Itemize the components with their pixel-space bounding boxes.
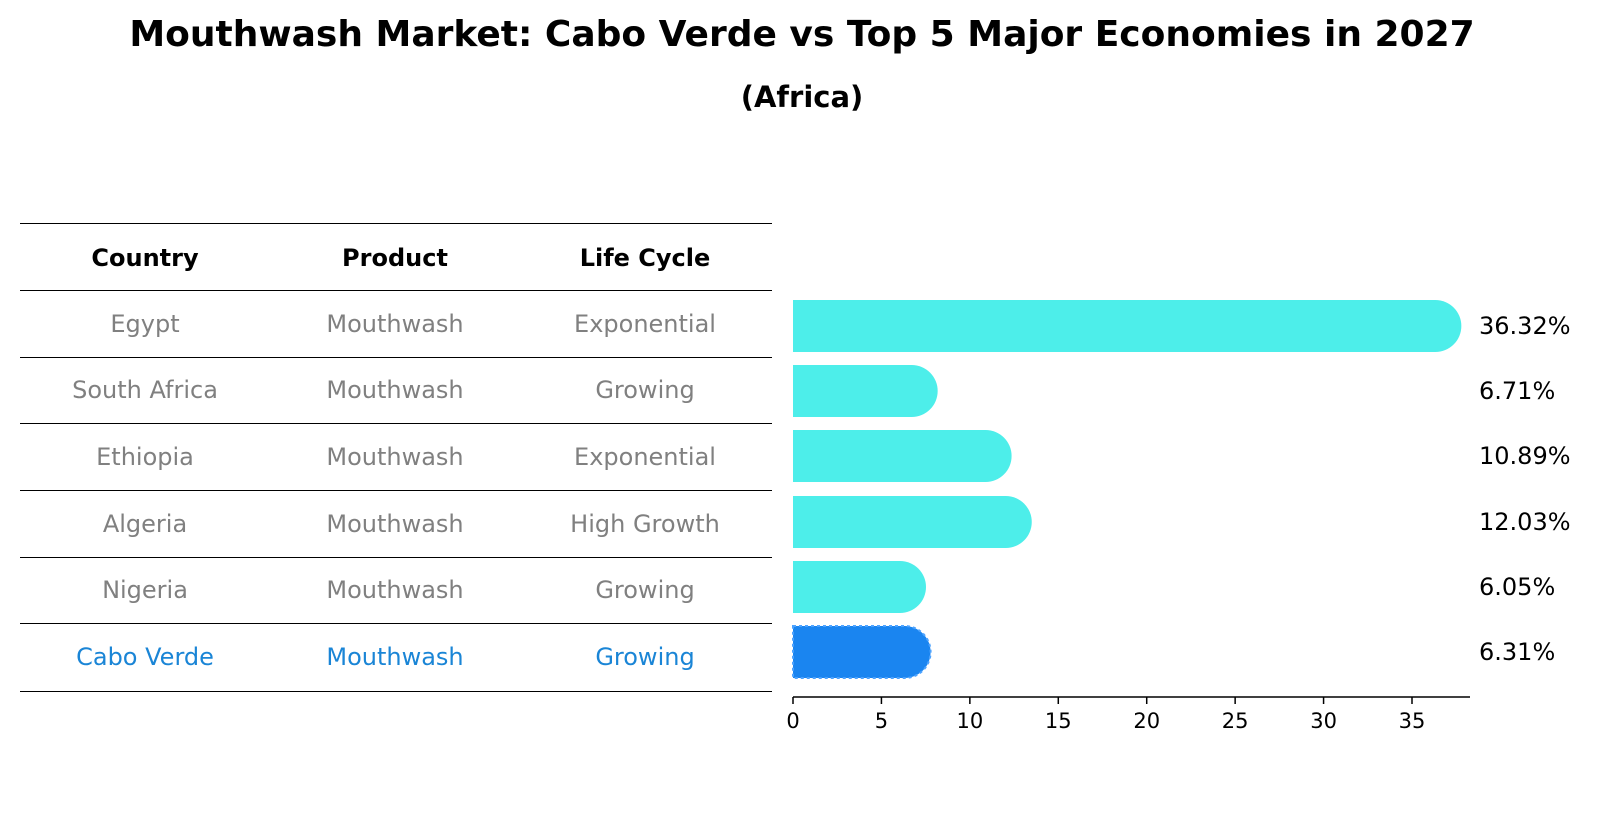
table-cell: Mouthwash [326,510,464,538]
value-label: 6.31% [1479,638,1555,666]
table-cell: Cabo Verde [76,643,214,671]
bar-highlight-outline [792,625,932,679]
bar-highlighted [793,626,931,678]
table-header-cell: Country [91,244,199,272]
table-divider [20,490,772,491]
x-tick-label: 15 [1045,709,1072,733]
table-cell: Mouthwash [326,576,464,604]
table-cell: Nigeria [102,576,188,604]
table-divider [20,691,772,692]
table-cell: Egypt [110,310,180,338]
x-tick-label: 5 [875,709,888,733]
table-cell: Algeria [102,510,188,538]
x-tick-label: 20 [1133,709,1160,733]
x-tick-label: 25 [1222,709,1249,733]
table-cell: Mouthwash [326,310,464,338]
table-cell: Growing [595,643,695,671]
value-label: 10.89% [1479,442,1571,470]
bar [793,365,938,417]
value-label: 6.05% [1479,573,1555,601]
table-cell: High Growth [570,510,720,538]
table-cell: Mouthwash [326,643,464,671]
table-cell: Mouthwash [326,443,464,471]
table-divider [20,557,772,558]
table-divider [20,623,772,624]
bar [793,430,1012,482]
table-header-cell: Life Cycle [579,244,711,272]
x-tick-label: 30 [1310,709,1337,733]
table-header-cell: Product [342,244,448,272]
table-divider [20,357,772,358]
table-cell: Exponential [574,310,716,338]
table-cell: Growing [595,376,695,404]
table-divider [20,223,772,224]
table-cell: Growing [595,576,695,604]
chart-subtitle: (Africa) [740,80,864,114]
value-label: 12.03% [1479,508,1571,536]
x-tick-label: 10 [956,709,983,733]
bar [793,300,1462,352]
table-cell: South Africa [72,376,218,404]
table-divider [20,290,772,291]
x-tick-label: 0 [786,709,799,733]
bar [793,496,1032,548]
table-divider [20,423,772,424]
table-cell: Exponential [574,443,716,471]
x-tick-label: 35 [1399,709,1426,733]
table-cell: Mouthwash [326,376,464,404]
value-label: 6.71% [1479,377,1555,405]
table-cell: Ethiopia [96,443,194,471]
bar [793,561,926,613]
chart-title: Mouthwash Market: Cabo Verde vs Top 5 Ma… [129,14,1475,55]
value-label: 36.32% [1479,312,1571,340]
